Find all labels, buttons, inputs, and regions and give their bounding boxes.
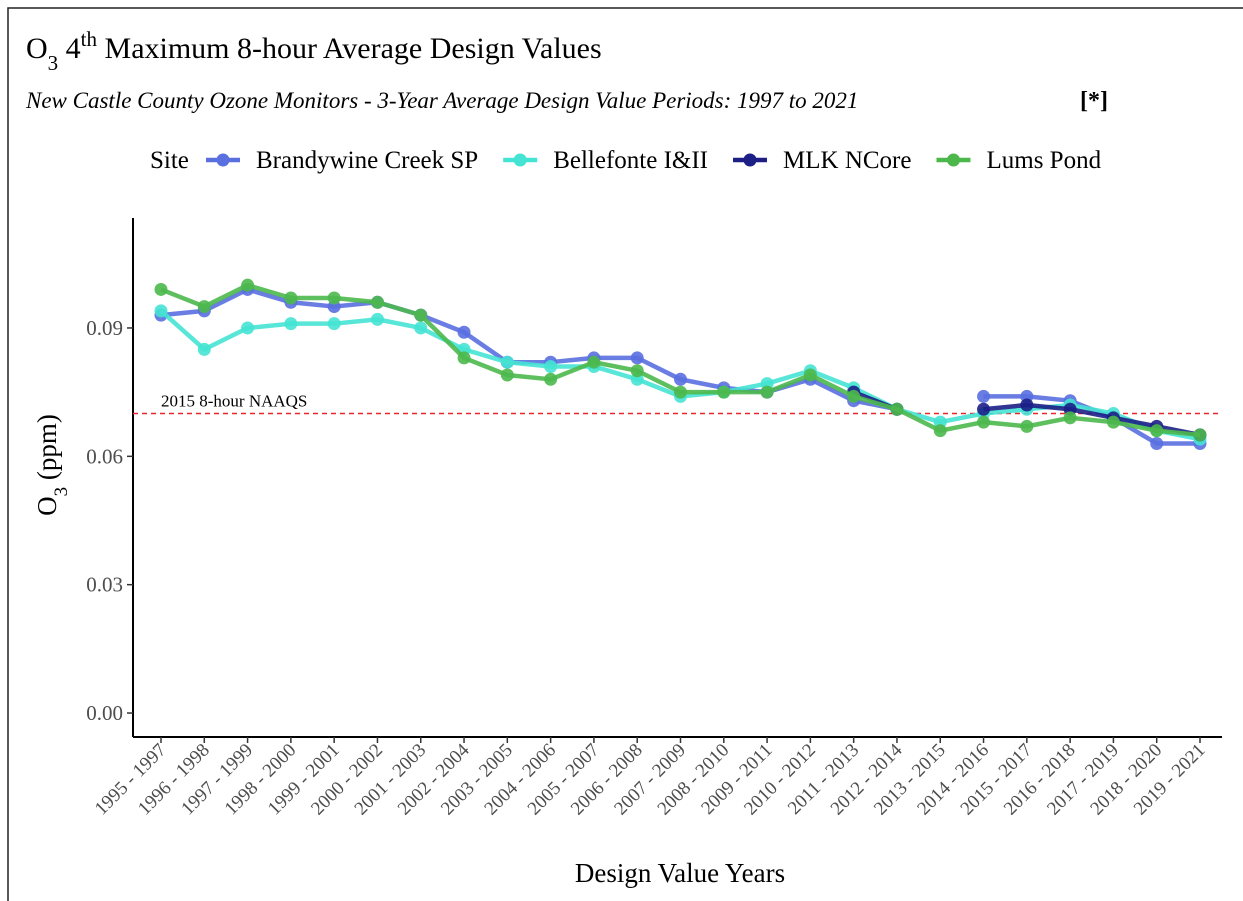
data-point <box>1150 424 1164 438</box>
x-axis-label: Design Value Years <box>575 858 785 888</box>
data-point <box>154 304 168 318</box>
data-point <box>414 321 428 335</box>
data-point <box>500 368 514 382</box>
text-part: Maximum 8-hour Average Design Values <box>97 32 602 65</box>
data-point <box>717 385 731 399</box>
data-point <box>803 368 817 382</box>
subtitle-note: [*] <box>1080 88 1108 114</box>
data-point <box>674 372 687 386</box>
legend-key-point <box>946 153 960 167</box>
data-point <box>197 300 211 314</box>
data-point <box>241 278 255 292</box>
text-part: O <box>32 496 62 516</box>
data-point <box>284 291 298 305</box>
y-tick-label: 0.06 <box>86 444 123 468</box>
reference-label: 2015 8-hour NAAQS <box>161 392 307 411</box>
frame <box>7 7 1243 901</box>
data-point <box>760 385 774 399</box>
data-point <box>630 364 644 378</box>
y-tick-label: 0.03 <box>86 573 123 597</box>
data-point <box>197 342 211 356</box>
data-point <box>544 359 558 373</box>
data-point <box>1193 428 1207 442</box>
text-part: 3 <box>48 51 59 75</box>
data-point <box>977 389 991 403</box>
data-point <box>500 355 514 369</box>
legend-label: Brandywine Creek SP <box>256 147 478 174</box>
text-part: 4 <box>58 32 81 65</box>
data-point <box>847 389 861 403</box>
data-point <box>977 415 991 429</box>
legend-key-point <box>513 153 527 167</box>
legend-label: Bellefonte I&II <box>553 147 708 174</box>
legend-key-point <box>743 153 757 167</box>
data-point <box>327 317 341 331</box>
subtitle: New Castle County Ozone Monitors - 3-Yea… <box>25 88 858 113</box>
data-point <box>1020 398 1034 412</box>
legend-label: Lums Pond <box>986 147 1101 174</box>
data-point <box>241 321 255 335</box>
data-point <box>977 402 991 416</box>
text-part: 3 <box>51 487 72 496</box>
data-point <box>544 372 558 386</box>
data-point <box>327 291 341 305</box>
data-point <box>890 402 904 416</box>
data-point <box>1020 419 1034 433</box>
data-point <box>370 312 384 326</box>
y-tick-label: 0.00 <box>86 701 123 725</box>
legend-title: Site <box>150 147 189 174</box>
data-point <box>1106 415 1120 429</box>
text-part: (ppm) <box>32 414 62 487</box>
data-point <box>154 282 168 296</box>
data-point <box>1150 436 1164 450</box>
text-part: th <box>81 27 98 51</box>
data-point <box>284 317 298 331</box>
data-point <box>674 385 687 399</box>
data-point <box>457 351 471 365</box>
series-line <box>160 282 1201 438</box>
data-point <box>414 308 428 322</box>
chart-title: O3 4th Maximum 8-hour Average Design Val… <box>26 27 602 75</box>
legend-label: MLK NCore <box>783 147 911 174</box>
text-part: O <box>26 32 48 65</box>
y-axis-label: O3 (ppm) <box>32 414 72 516</box>
data-point <box>630 351 644 365</box>
data-point <box>370 295 384 309</box>
data-point <box>457 325 471 339</box>
data-point <box>587 355 601 369</box>
y-tick-label: 0.09 <box>86 316 123 340</box>
series-line <box>160 287 1200 446</box>
data-point <box>1063 411 1077 425</box>
legend-key-point <box>216 153 230 167</box>
data-point <box>933 424 947 438</box>
